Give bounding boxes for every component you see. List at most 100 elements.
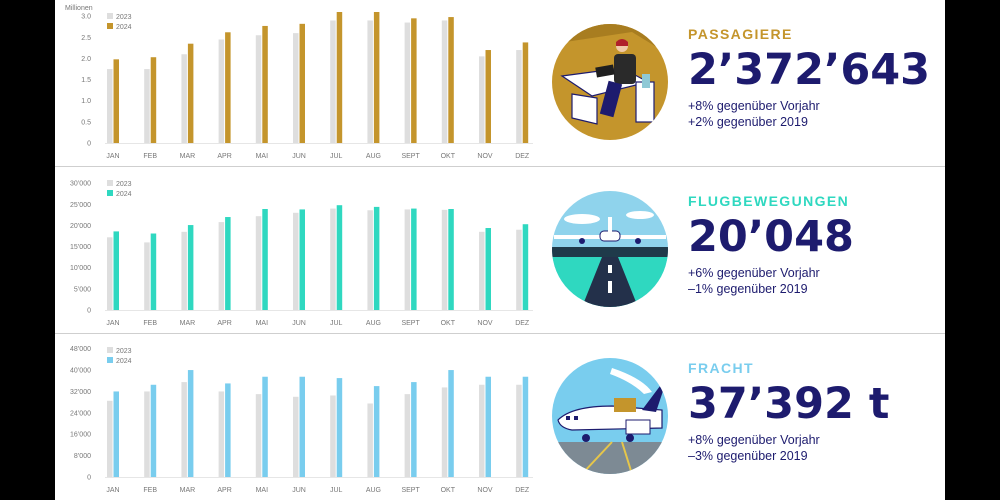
- bar-2024: [373, 12, 380, 143]
- divider: [55, 166, 945, 167]
- bar-2024: [225, 32, 231, 143]
- x-tick-label: JUL: [330, 487, 343, 494]
- kpi-passagiere: PASSAGIERE 2’372’643 +8% gegenüber Vorja…: [688, 26, 938, 130]
- bar-2023: [441, 209, 448, 310]
- y-tick-label: 0.5: [81, 119, 91, 126]
- bar-2023: [404, 209, 411, 310]
- bar-2024: [299, 23, 305, 143]
- bar-2023: [330, 208, 336, 310]
- x-tick-label: FEB: [143, 487, 157, 494]
- x-tick-label: NOV: [477, 487, 493, 494]
- bar-2023: [255, 35, 262, 143]
- legend-swatch-2023: [107, 347, 113, 353]
- bar-2024: [187, 225, 194, 310]
- x-tick-label: JAN: [106, 487, 119, 494]
- divider: [55, 333, 945, 334]
- bar-2024: [262, 376, 268, 477]
- airplane-runway-illustration: [552, 191, 668, 307]
- bar-2024: [448, 209, 454, 310]
- bar-2023: [255, 394, 262, 477]
- bar-2024: [225, 383, 231, 477]
- x-tick-label: MAI: [256, 320, 268, 327]
- bar-2023: [255, 216, 262, 310]
- x-tick-label: MAI: [256, 153, 268, 160]
- bar-2024: [113, 59, 119, 143]
- kpi-fracht: FRACHT 37’392 t +8% gegenüber Vorjahr –3…: [688, 360, 938, 464]
- x-tick-label: APR: [217, 153, 231, 160]
- y-tick-label: 5’000: [74, 286, 91, 293]
- bar-2023: [330, 395, 336, 477]
- legend-label-2023: 2023: [116, 181, 132, 188]
- bar-2023: [367, 403, 373, 477]
- x-tick-label: APR: [217, 320, 231, 327]
- y-tick-label: 20’000: [70, 223, 91, 230]
- y-tick-label: 24’000: [70, 410, 91, 417]
- kpi-flugbewegungen: FLUGBEWEGUNGEN 20’048 +6% gegenüber Vorj…: [688, 193, 938, 297]
- x-tick-label: MAR: [180, 153, 196, 160]
- legend-swatch-2024: [107, 190, 113, 196]
- bar-2023: [479, 231, 485, 310]
- bar-2023: [516, 229, 522, 310]
- bar-2023: [404, 394, 411, 477]
- bar-2023: [218, 222, 225, 310]
- bar-2024: [485, 228, 491, 310]
- bar-2023: [218, 391, 225, 477]
- legend-swatch-2024: [107, 23, 113, 29]
- bar-2024: [336, 205, 343, 310]
- bar-2023: [181, 231, 187, 310]
- bar-2023: [144, 69, 150, 143]
- bar-2023: [516, 384, 522, 477]
- bar-2024: [150, 384, 157, 477]
- y-tick-label: 2.5: [81, 35, 91, 42]
- bar-2024: [411, 382, 417, 477]
- legend-label-2024: 2024: [116, 358, 132, 365]
- bar-2024: [485, 50, 491, 143]
- y-tick-label: 1.0: [81, 98, 91, 105]
- x-tick-label: SEPT: [401, 320, 420, 327]
- x-tick-label: AUG: [366, 487, 381, 494]
- bar-2024: [113, 391, 119, 477]
- x-tick-label: JUL: [330, 153, 343, 160]
- legend-swatch-2023: [107, 180, 113, 186]
- bar-2023: [218, 39, 225, 143]
- kpi-change-2019: –3% gegenüber 2019: [688, 449, 808, 463]
- bar-2024: [522, 376, 529, 477]
- bar-2024: [373, 206, 380, 310]
- bar-2024: [522, 42, 529, 143]
- x-tick-label: JUN: [292, 320, 306, 327]
- x-tick-label: JUL: [330, 320, 343, 327]
- bar-2024: [299, 209, 305, 310]
- bar-2024: [187, 43, 194, 143]
- x-tick-label: FEB: [143, 320, 157, 327]
- x-tick-label: SEPT: [401, 487, 420, 494]
- y-tick-label: 0: [87, 308, 91, 315]
- x-tick-label: JAN: [106, 320, 119, 327]
- legend-label-2024: 2024: [116, 24, 132, 31]
- kpi-change-prev-year: +8% gegenüber Vorjahr: [688, 433, 820, 447]
- legend-swatch-2024: [107, 357, 113, 363]
- y-tick-label: 1.5: [81, 77, 91, 84]
- bar-2023: [293, 212, 299, 310]
- y-tick-label: 8’000: [74, 453, 91, 460]
- bar-2023: [144, 391, 150, 477]
- chart-passagiere: Millionen 0 0.5 1.0 1.5 2.0 2.5 3.0 2023 2024 JAN F…: [65, 5, 533, 160]
- bar-2024: [448, 17, 454, 143]
- kpi-change-prev-year: +6% gegenüber Vorjahr: [688, 266, 820, 280]
- bar-2024: [113, 231, 119, 310]
- panel-passagiere: Millionen 0 0.5 1.0 1.5 2.0 2.5 3.0 2023 2024 JAN F…: [55, 0, 945, 166]
- bar-2023: [441, 20, 448, 143]
- bar-2024: [150, 57, 157, 144]
- bar-2024: [411, 208, 417, 310]
- x-tick-label: DEZ: [515, 153, 530, 160]
- kpi-title: PASSAGIERE: [688, 26, 793, 42]
- kpi-title: FRACHT: [688, 360, 754, 376]
- chart-flugbewegungen: 0 5’000 10’000 15’000 20’000 25’000 30’000 2023…: [70, 180, 533, 327]
- bar-2023: [516, 50, 522, 143]
- panel-flugbewegungen: 0 5’000 10’000 15’000 20’000 25’000 30’000 2023…: [55, 167, 945, 333]
- bar-2024: [336, 378, 343, 477]
- y-tick-label: 10’000: [70, 265, 91, 272]
- bar-2024: [336, 12, 343, 143]
- legend-label-2024: 2024: [116, 191, 132, 198]
- kpi-change-2019: –1% gegenüber 2019: [688, 282, 808, 296]
- kpi-change-2019: +2% gegenüber 2019: [688, 115, 808, 129]
